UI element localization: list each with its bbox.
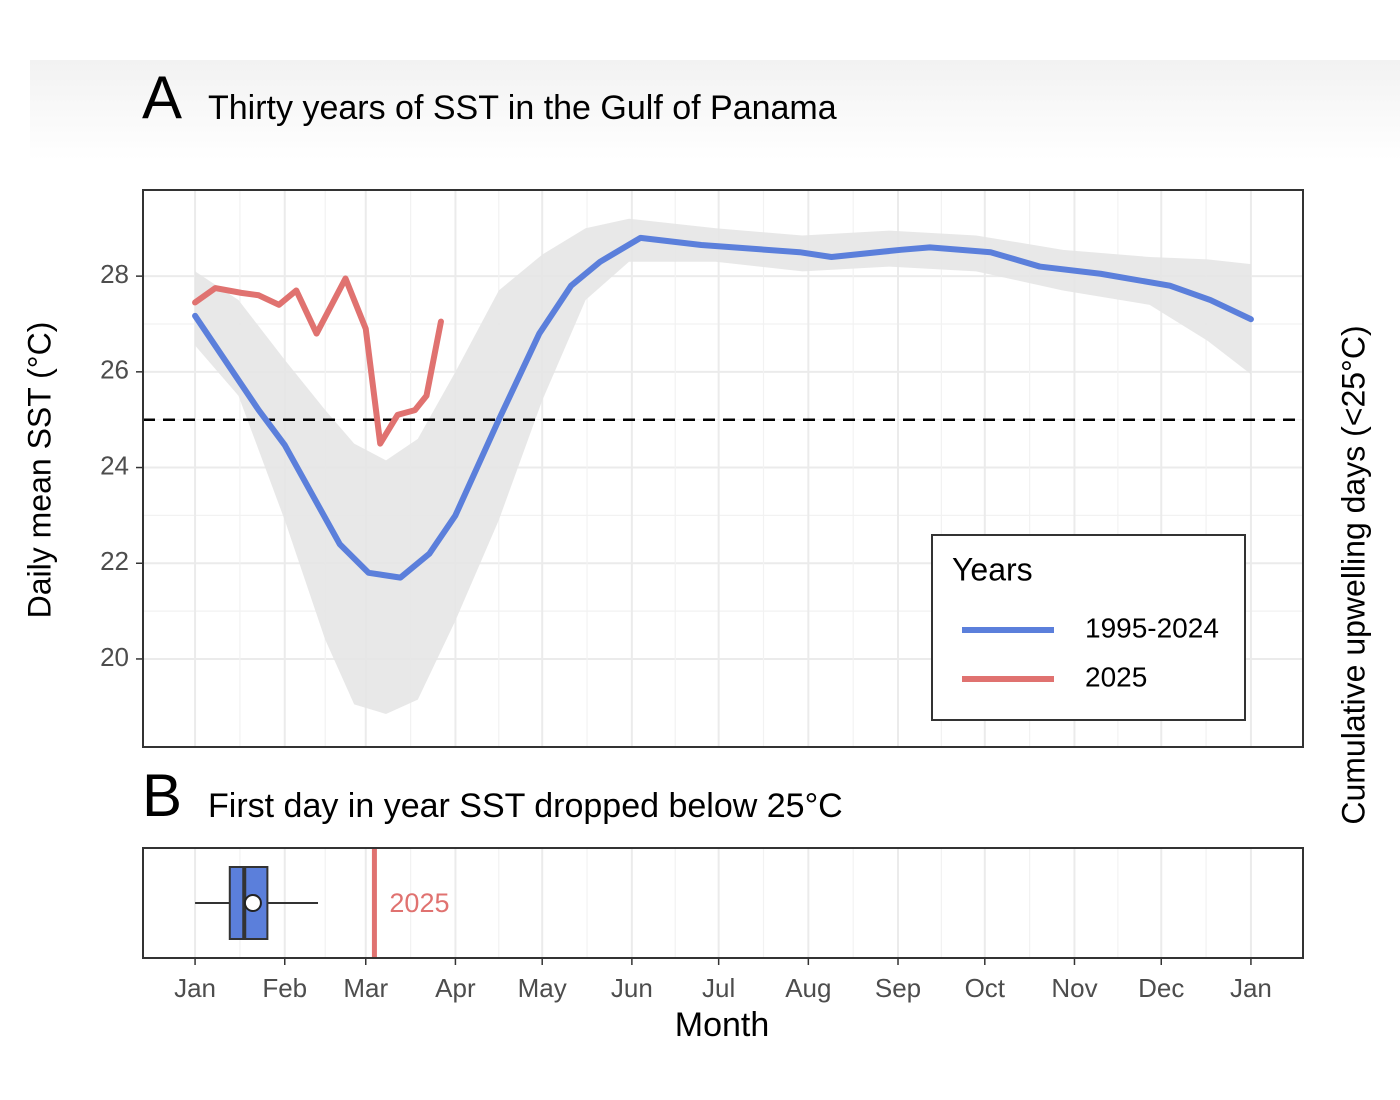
y-axis-label: Daily mean SST (°C) xyxy=(21,322,57,619)
panel-background xyxy=(143,848,1303,958)
x-tick-label: Feb xyxy=(262,973,307,1003)
panel-border xyxy=(142,847,1304,959)
series-line xyxy=(192,275,444,447)
x-tick-label: Jul xyxy=(702,973,735,1003)
ribbon xyxy=(195,218,1251,714)
mean-point xyxy=(243,894,262,912)
x-tick-label: Jan xyxy=(1230,973,1272,1003)
y-tick-label: 22 xyxy=(100,546,129,576)
event-label: 2025 xyxy=(389,888,449,918)
y2-axis-label: Cumulative upwelling days (<25°C) xyxy=(1335,325,1371,824)
legend-label: 2025 xyxy=(1085,661,1147,692)
series-line xyxy=(192,234,1254,581)
y-tick-label: 26 xyxy=(100,355,129,385)
x-tick-label: Apr xyxy=(435,973,476,1003)
x-tick-label: Nov xyxy=(1051,973,1097,1003)
panel-tag: A xyxy=(142,64,182,131)
panel-tag: B xyxy=(142,762,182,829)
x-tick-label: May xyxy=(518,973,567,1003)
x-axis-label: Month xyxy=(675,1006,770,1044)
y-tick-label: 28 xyxy=(100,259,129,289)
x-tick-label: Dec xyxy=(1138,973,1184,1003)
legend-title: Years xyxy=(952,551,1033,587)
panel-border xyxy=(142,189,1304,748)
x-tick-label: Aug xyxy=(785,973,831,1003)
y-tick-label: 20 xyxy=(100,642,129,672)
y-tick-label: 24 xyxy=(100,450,129,480)
header-band xyxy=(30,60,1400,160)
x-tick-label: Jan xyxy=(174,973,216,1003)
x-tick-label: Mar xyxy=(343,973,388,1003)
legend-label: 1995-2024 xyxy=(1085,612,1219,643)
panel-title: Thirty years of SST in the Gulf of Panam… xyxy=(208,89,837,127)
x-tick-label: Jun xyxy=(611,973,653,1003)
x-tick-label: Sep xyxy=(875,973,921,1003)
panel-title: First day in year SST dropped below 25°C xyxy=(208,787,843,825)
x-tick-label: Oct xyxy=(965,973,1006,1003)
